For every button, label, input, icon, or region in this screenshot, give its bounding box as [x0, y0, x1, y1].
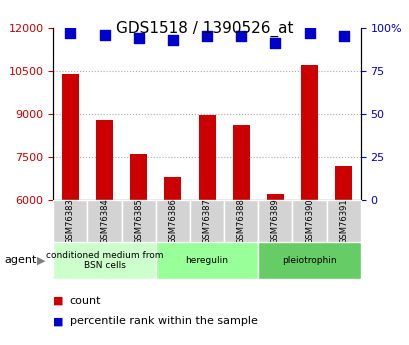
- Bar: [62, 73, 79, 200]
- Text: ■: ■: [53, 296, 64, 306]
- Point: [237, 33, 244, 39]
- FancyBboxPatch shape: [53, 241, 155, 279]
- Text: GDS1518 / 1390526_at: GDS1518 / 1390526_at: [116, 21, 293, 37]
- Text: GSM76388: GSM76388: [236, 198, 245, 244]
- Text: ■: ■: [53, 316, 64, 326]
- Point: [339, 33, 346, 39]
- Text: agent: agent: [4, 256, 36, 265]
- FancyBboxPatch shape: [258, 241, 360, 279]
- Bar: [198, 115, 215, 200]
- FancyBboxPatch shape: [326, 200, 360, 242]
- Text: GSM76384: GSM76384: [100, 198, 109, 244]
- Bar: [130, 154, 147, 200]
- FancyBboxPatch shape: [121, 200, 155, 242]
- Text: GSM76390: GSM76390: [304, 198, 313, 244]
- Text: GSM76383: GSM76383: [66, 198, 75, 244]
- FancyBboxPatch shape: [224, 200, 258, 242]
- Point: [67, 30, 74, 36]
- Text: ▶: ▶: [37, 256, 45, 265]
- Bar: [334, 166, 351, 200]
- Point: [306, 30, 312, 36]
- Bar: [300, 65, 317, 200]
- FancyBboxPatch shape: [155, 200, 189, 242]
- FancyBboxPatch shape: [189, 200, 224, 242]
- Text: percentile rank within the sample: percentile rank within the sample: [70, 316, 257, 326]
- Bar: [232, 125, 249, 200]
- Point: [272, 40, 278, 46]
- Text: conditioned medium from
BSN cells: conditioned medium from BSN cells: [46, 251, 163, 270]
- Bar: [96, 120, 113, 200]
- Bar: [266, 194, 283, 200]
- Point: [101, 32, 108, 37]
- Text: GSM76389: GSM76389: [270, 198, 279, 244]
- Text: GSM76386: GSM76386: [168, 198, 177, 244]
- Text: GSM76385: GSM76385: [134, 198, 143, 244]
- Point: [203, 33, 210, 39]
- FancyBboxPatch shape: [258, 200, 292, 242]
- FancyBboxPatch shape: [155, 241, 258, 279]
- Text: GSM76387: GSM76387: [202, 198, 211, 244]
- Bar: [164, 177, 181, 200]
- Text: count: count: [70, 296, 101, 306]
- Text: heregulin: heregulin: [185, 256, 228, 265]
- Text: GSM76391: GSM76391: [338, 198, 347, 244]
- FancyBboxPatch shape: [87, 200, 121, 242]
- FancyBboxPatch shape: [292, 200, 326, 242]
- Point: [135, 35, 142, 41]
- Text: pleiotrophin: pleiotrophin: [281, 256, 336, 265]
- FancyBboxPatch shape: [53, 200, 87, 242]
- Point: [169, 37, 176, 42]
